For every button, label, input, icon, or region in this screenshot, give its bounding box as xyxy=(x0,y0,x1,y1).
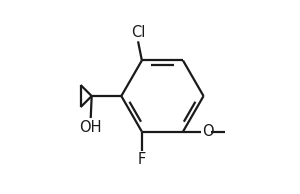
Text: OH: OH xyxy=(80,120,102,135)
Text: F: F xyxy=(138,152,146,167)
Text: O: O xyxy=(202,124,214,139)
Text: Cl: Cl xyxy=(131,25,145,40)
